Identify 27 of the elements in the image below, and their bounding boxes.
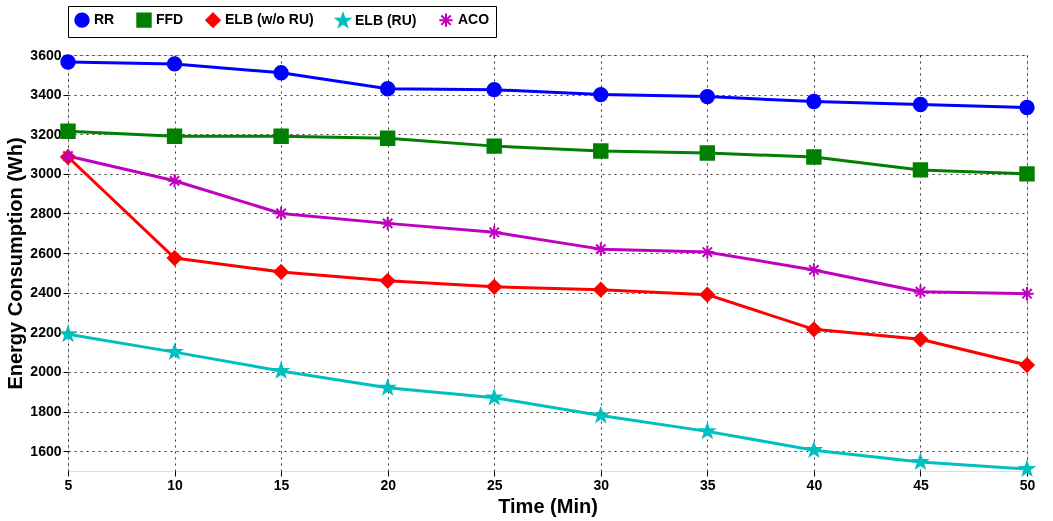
x-tick-label: 5 bbox=[64, 476, 73, 493]
x-tick-label: 15 bbox=[273, 476, 290, 493]
y-tick-label: 1600 bbox=[30, 442, 62, 459]
legend-label: ACO bbox=[458, 11, 490, 28]
y-tick-label: 1800 bbox=[30, 403, 62, 420]
x-tick-label: 50 bbox=[1019, 476, 1036, 493]
x-tick-label: 45 bbox=[913, 476, 929, 493]
legend-label: ELB (w/o RU) bbox=[225, 11, 314, 28]
y-tick-label: 3600 bbox=[30, 46, 62, 63]
x-tick-label: 25 bbox=[486, 476, 503, 493]
x-tick-label: 20 bbox=[380, 476, 397, 493]
x-tick-label: 10 bbox=[167, 476, 184, 493]
legend-label: RR bbox=[94, 11, 115, 28]
legend-label: ELB (RU) bbox=[355, 11, 417, 28]
y-tick-label: 3400 bbox=[30, 86, 62, 103]
y-tick-label: 2800 bbox=[30, 204, 62, 221]
y-tick-label: 2200 bbox=[30, 323, 62, 340]
y-axis-title: Energy Consumption (Wh) bbox=[4, 137, 27, 390]
legend-label: FFD bbox=[156, 11, 184, 28]
x-tick-label: 40 bbox=[806, 476, 823, 493]
y-tick-label: 3000 bbox=[30, 165, 62, 182]
y-tick-label: 2400 bbox=[30, 284, 62, 301]
x-axis-title: Time (Min) bbox=[498, 494, 598, 517]
x-tick-label: 30 bbox=[593, 476, 610, 493]
y-tick-label: 2600 bbox=[30, 244, 62, 261]
y-tick-label: 2000 bbox=[30, 363, 62, 380]
x-tick-label: 35 bbox=[700, 476, 716, 493]
